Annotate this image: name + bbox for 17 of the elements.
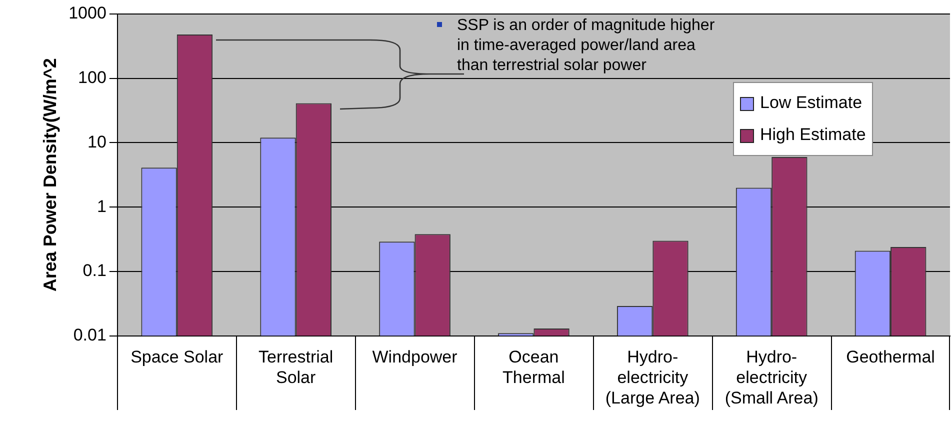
x-tick-label: Terrestrial Solar [258,348,334,388]
legend-label: Low Estimate [759,92,864,114]
y-tick-label: 1 [96,196,106,216]
y-tick-label: 100 [78,68,106,88]
x-tick-label: Windpower [372,348,458,367]
annotation: SSP is an order of magnitude higher in time-averaged power/land area than terrestrial solar power [457,16,715,76]
x-tick-label: Ocean Thermal [502,348,565,388]
y-tick-label: 10 [87,132,106,152]
y-axis-title: Area Power Density(W/m^2 [40,58,60,292]
y-tick-label: 0.1 [82,261,106,280]
x-tick-label: Space Solar [130,348,224,367]
x-tick-label: Hydro- electricity (Small Area) [724,348,818,408]
x-tick-label: Hydro- electricity (Large Area) [605,348,700,408]
y-tick-label: 0.01 [73,325,106,344]
x-tick-label: Geothermal [846,348,935,367]
y-tick-label: 1000 [68,4,106,23]
legend-label: High Estimate [759,124,866,146]
